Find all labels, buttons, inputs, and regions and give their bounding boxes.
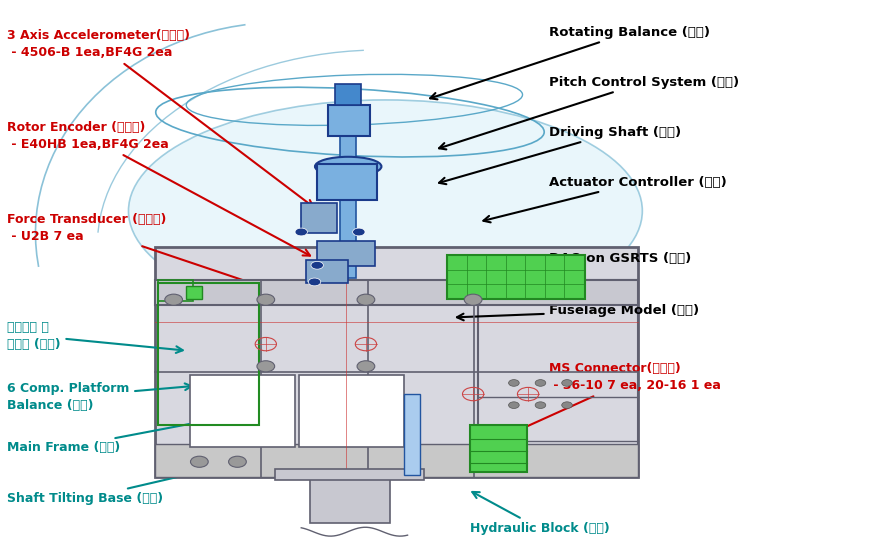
Bar — [306, 260, 348, 283]
Circle shape — [562, 402, 572, 408]
Text: Hydraulic Block (제작): Hydraulic Block (제작) — [470, 492, 610, 535]
Ellipse shape — [128, 100, 642, 322]
Bar — [190, 375, 295, 447]
Circle shape — [535, 380, 546, 386]
Text: Pitch Control System (기존): Pitch Control System (기존) — [439, 75, 740, 149]
Circle shape — [257, 294, 275, 305]
Bar — [404, 394, 420, 475]
Circle shape — [357, 361, 375, 372]
Bar — [299, 375, 404, 447]
Bar — [155, 280, 638, 305]
Bar — [301, 203, 337, 233]
Ellipse shape — [315, 157, 382, 176]
Circle shape — [257, 361, 275, 372]
Bar — [155, 444, 638, 477]
Circle shape — [190, 456, 208, 467]
Bar — [317, 241, 375, 266]
Bar — [335, 84, 361, 105]
Text: Fuselage Model (기존): Fuselage Model (기존) — [457, 304, 699, 320]
Bar — [158, 280, 193, 301]
Circle shape — [535, 402, 546, 408]
Circle shape — [311, 261, 323, 269]
Bar — [275, 469, 424, 480]
Text: Force Transducer (사급품)
 - U2B 7 ea: Force Transducer (사급품) - U2B 7 ea — [7, 213, 270, 290]
Text: Driving Shaft (기존): Driving Shaft (기존) — [439, 125, 681, 184]
Text: Main Frame (제작): Main Frame (제작) — [7, 418, 207, 455]
Circle shape — [562, 380, 572, 386]
Text: DAQ on GSRTS (기존): DAQ on GSRTS (기존) — [475, 252, 692, 282]
Text: 유압모터 및
구동부 (제작): 유압모터 및 구동부 (제작) — [7, 321, 183, 353]
Text: 3 Axis Accelerometer(사급품)
 - 4506-B 1ea,BF4G 2ea: 3 Axis Accelerometer(사급품) - 4506-B 1ea,B… — [7, 29, 313, 206]
Circle shape — [308, 278, 321, 286]
Bar — [158, 283, 259, 425]
Circle shape — [229, 456, 246, 467]
Text: Rotor Encoder (사급품)
 - E40HB 1ea,BF4G 2ea: Rotor Encoder (사급품) - E40HB 1ea,BF4G 2ea — [7, 121, 310, 256]
Text: 6 Comp. Platform
Balance (제작): 6 Comp. Platform Balance (제작) — [7, 382, 191, 412]
Bar — [186, 286, 202, 299]
Text: Actuator Controller (기존): Actuator Controller (기존) — [484, 175, 727, 223]
Bar — [470, 425, 527, 472]
Circle shape — [464, 294, 482, 305]
Circle shape — [509, 380, 519, 386]
Circle shape — [509, 402, 519, 408]
Bar — [340, 122, 356, 278]
Bar — [328, 105, 370, 136]
Circle shape — [357, 294, 375, 305]
Bar — [478, 280, 638, 477]
Bar — [310, 476, 390, 523]
Text: Rotating Balance (기존): Rotating Balance (기존) — [430, 26, 711, 99]
Text: Shaft Tilting Base (제작): Shaft Tilting Base (제작) — [7, 465, 223, 505]
Circle shape — [295, 228, 307, 236]
Bar — [447, 255, 585, 299]
Bar — [317, 164, 377, 200]
Text: MS Connector(사급품)
 - 36-10 7 ea, 20-16 1 ea: MS Connector(사급품) - 36-10 7 ea, 20-16 1 … — [474, 362, 721, 451]
Bar — [155, 247, 638, 477]
Circle shape — [353, 228, 365, 236]
Circle shape — [165, 294, 183, 305]
